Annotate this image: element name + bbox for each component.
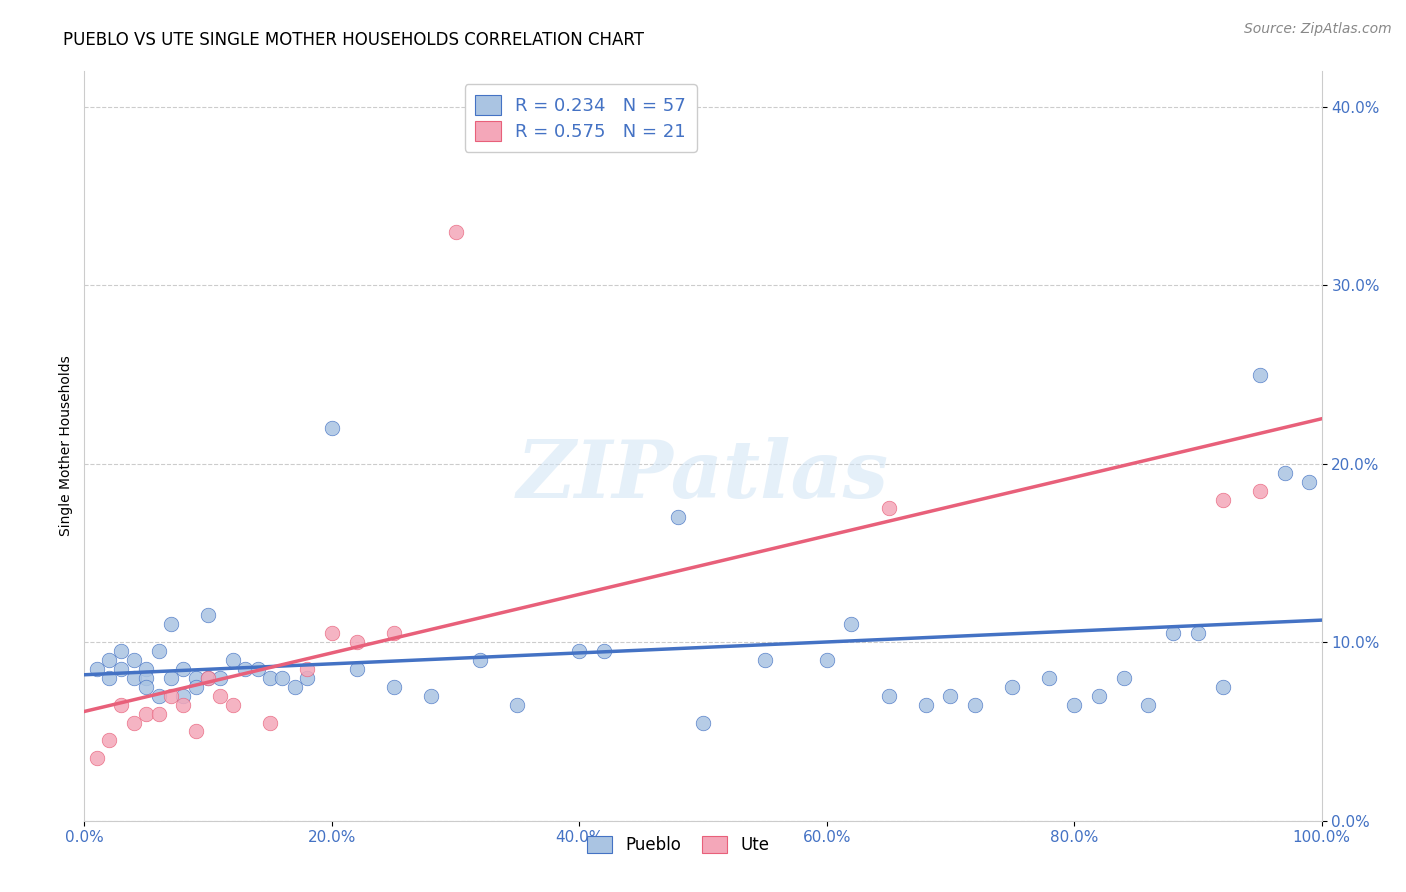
Point	[246, 662, 269, 676]
Point	[160, 671, 183, 685]
Point	[1001, 680, 1024, 694]
Point	[135, 671, 157, 685]
Point	[1298, 475, 1320, 489]
Text: PUEBLO VS UTE SINGLE MOTHER HOUSEHOLDS CORRELATION CHART: PUEBLO VS UTE SINGLE MOTHER HOUSEHOLDS C…	[63, 31, 644, 49]
Point	[321, 421, 343, 435]
Point	[444, 225, 467, 239]
Point	[172, 662, 194, 676]
Point	[148, 689, 170, 703]
Point	[98, 653, 121, 667]
Point	[209, 689, 232, 703]
Point	[965, 698, 987, 712]
Point	[184, 680, 207, 694]
Point	[1137, 698, 1160, 712]
Point	[172, 689, 194, 703]
Point	[184, 724, 207, 739]
Point	[815, 653, 838, 667]
Point	[122, 671, 145, 685]
Point	[148, 644, 170, 658]
Point	[259, 671, 281, 685]
Point	[160, 617, 183, 632]
Point	[135, 706, 157, 721]
Point	[419, 689, 441, 703]
Point	[754, 653, 776, 667]
Point	[271, 671, 294, 685]
Text: ZIPatlas: ZIPatlas	[517, 437, 889, 515]
Point	[1161, 626, 1184, 640]
Point	[382, 680, 405, 694]
Point	[110, 698, 132, 712]
Point	[877, 689, 900, 703]
Point	[184, 671, 207, 685]
Y-axis label: Single Mother Households: Single Mother Households	[59, 356, 73, 536]
Point	[1063, 698, 1085, 712]
Point	[110, 662, 132, 676]
Point	[914, 698, 936, 712]
Point	[692, 715, 714, 730]
Point	[568, 644, 591, 658]
Point	[197, 671, 219, 685]
Point	[1088, 689, 1111, 703]
Point	[148, 706, 170, 721]
Point	[382, 626, 405, 640]
Point	[233, 662, 256, 676]
Point	[1249, 483, 1271, 498]
Point	[222, 653, 245, 667]
Point	[506, 698, 529, 712]
Point	[284, 680, 307, 694]
Point	[1038, 671, 1060, 685]
Point	[1112, 671, 1135, 685]
Point	[160, 689, 183, 703]
Point	[295, 671, 318, 685]
Point	[1212, 492, 1234, 507]
Point	[939, 689, 962, 703]
Point	[110, 644, 132, 658]
Point	[1212, 680, 1234, 694]
Point	[1187, 626, 1209, 640]
Point	[295, 662, 318, 676]
Point	[1249, 368, 1271, 382]
Point	[666, 510, 689, 524]
Point	[1274, 466, 1296, 480]
Legend: Pueblo, Ute: Pueblo, Ute	[581, 830, 776, 861]
Point	[122, 653, 145, 667]
Text: Source: ZipAtlas.com: Source: ZipAtlas.com	[1244, 22, 1392, 37]
Point	[98, 671, 121, 685]
Point	[877, 501, 900, 516]
Point	[259, 715, 281, 730]
Point	[135, 680, 157, 694]
Point	[98, 733, 121, 747]
Point	[346, 662, 368, 676]
Point	[86, 662, 108, 676]
Point	[222, 698, 245, 712]
Point	[593, 644, 616, 658]
Point	[197, 608, 219, 623]
Point	[346, 635, 368, 649]
Point	[122, 715, 145, 730]
Point	[197, 671, 219, 685]
Point	[86, 751, 108, 765]
Point	[470, 653, 492, 667]
Point	[321, 626, 343, 640]
Point	[209, 671, 232, 685]
Point	[172, 698, 194, 712]
Point	[135, 662, 157, 676]
Point	[841, 617, 863, 632]
